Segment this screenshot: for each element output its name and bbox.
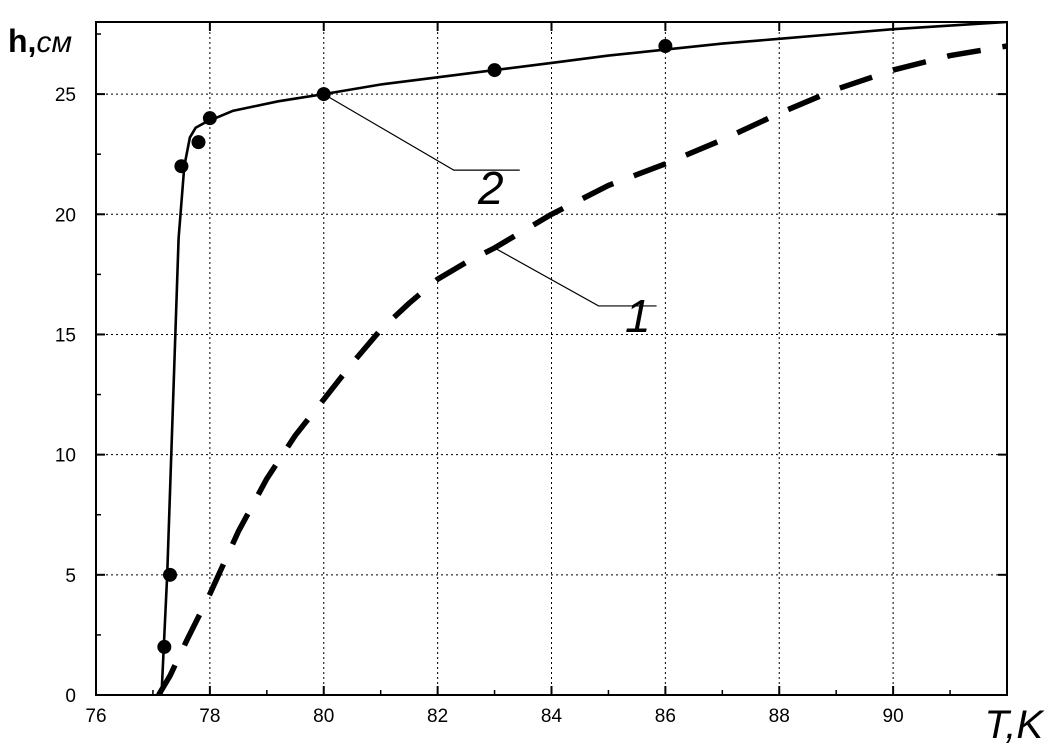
y-axis-label-symbol: h, <box>8 23 36 59</box>
data-point <box>174 159 189 174</box>
x-tick-label: 86 <box>655 706 676 727</box>
y-tick-label: 20 <box>55 205 76 226</box>
data-point <box>163 567 178 582</box>
y-tick-label: 0 <box>65 686 76 707</box>
y-tick-label: 5 <box>65 566 76 587</box>
y-tick-label: 10 <box>55 446 76 467</box>
data-point <box>157 639 172 654</box>
leader-lines: 12 <box>323 93 657 342</box>
leader-line-1 <box>494 247 657 307</box>
leader-line-2 <box>323 93 520 171</box>
ticks <box>95 22 1007 696</box>
x-tick-label: 78 <box>199 706 220 727</box>
x-tick-label: 76 <box>85 706 106 727</box>
y-axis-label-unit: см <box>36 26 72 59</box>
series-line-1 <box>156 43 1007 695</box>
x-tick-label: 82 <box>427 706 448 727</box>
x-tick-label: 84 <box>541 706 563 727</box>
data-point <box>202 111 217 126</box>
series-line-2 <box>160 22 1007 695</box>
tick-labels: 76 78 80 82 84 86 88 90 0 5 10 15 20 25 <box>55 85 904 727</box>
curve-label-2: 2 <box>477 162 504 214</box>
y-tick-label: 15 <box>55 325 76 346</box>
x-axis-label: T,K <box>984 703 1045 747</box>
x-tick-label: 90 <box>883 706 904 727</box>
x-tick-label: 88 <box>769 706 790 727</box>
curve-label-1: 1 <box>625 290 651 342</box>
data-point <box>487 63 502 78</box>
data-points <box>157 39 673 654</box>
grid <box>96 22 1007 695</box>
data-point <box>658 39 673 54</box>
y-axis-label: h,см <box>8 23 72 59</box>
data-point <box>191 135 206 150</box>
curves <box>156 22 1007 695</box>
x-tick-label: 80 <box>313 706 334 727</box>
y-tick-label: 25 <box>55 85 76 106</box>
